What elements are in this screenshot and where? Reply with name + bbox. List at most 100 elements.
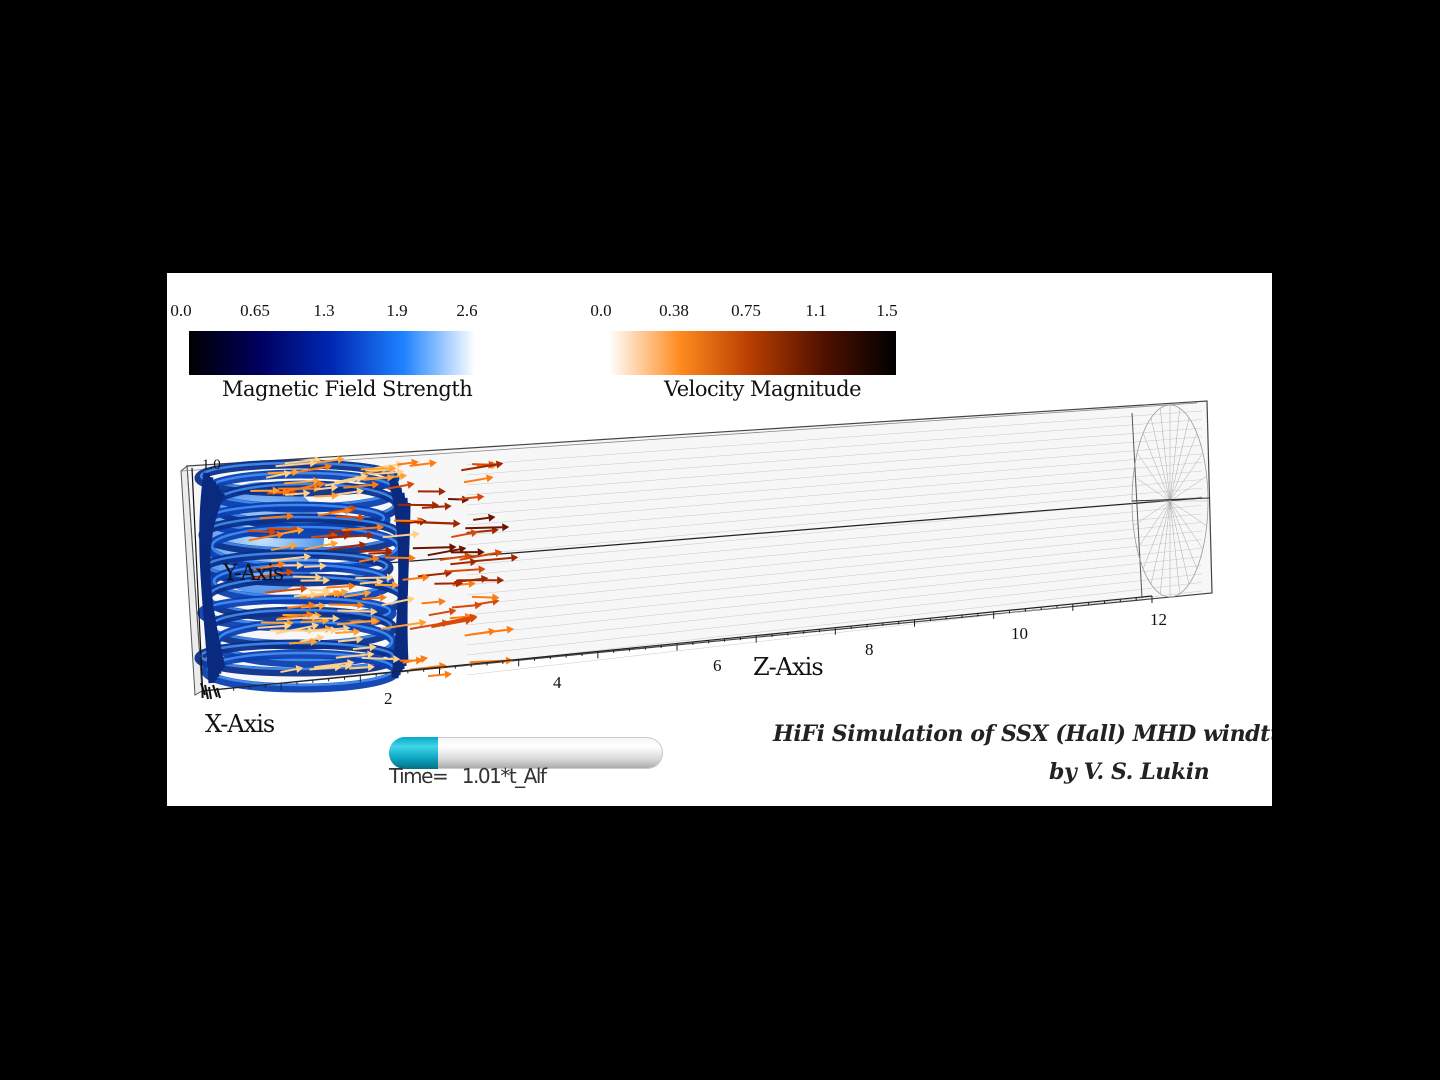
velocity-arrow-head <box>306 610 314 619</box>
velocity-arrow-shaft <box>474 556 512 563</box>
velocity-arrow-head <box>318 601 327 610</box>
velocity-arrow-head <box>511 553 519 562</box>
velocity-arrow-shaft <box>465 526 503 530</box>
velocity-arrow-shaft <box>337 638 357 643</box>
cap-spoke <box>1136 452 1171 502</box>
velocity-arrow-head <box>468 579 476 588</box>
velocity-arrow-shaft <box>355 576 388 580</box>
velocity-arrow-shaft <box>328 603 358 607</box>
velocity-arrow-shaft <box>359 549 386 553</box>
velocity-arrow-head <box>438 597 446 606</box>
velocity-arrow-shaft <box>412 546 450 550</box>
velocity-arrow-shaft <box>385 556 409 560</box>
velocity-arrow-shaft <box>463 477 487 484</box>
magnetic-tick: 1.9 <box>386 301 408 320</box>
velocity-tick: 1.5 <box>876 301 898 320</box>
velocity-arrow-head <box>359 541 367 550</box>
velocity-arrow-shaft <box>259 515 287 520</box>
velocity-arrow-shaft <box>335 653 368 659</box>
cap-spoke <box>1142 500 1171 569</box>
domain-box <box>180 400 1213 696</box>
velocity-arrow-shaft <box>337 609 371 613</box>
velocity-arrow-head <box>367 663 376 672</box>
velocity-arrow-shaft <box>472 595 493 599</box>
cap-spoke <box>1169 500 1207 527</box>
z-axis-tick: 12 <box>1150 610 1167 629</box>
velocity-arrow-head <box>303 489 311 498</box>
velocity-arrow-shaft <box>449 615 466 620</box>
velocity-arrow-shaft <box>299 637 319 643</box>
velocity-arrow-head <box>341 588 349 597</box>
velocity-arrow-head <box>444 670 452 679</box>
velocity-arrow-head <box>389 464 397 473</box>
x-axis-label: X-Axis <box>205 710 275 738</box>
velocity-arrow-head <box>494 549 503 558</box>
velocity-arrow-shaft <box>428 610 450 617</box>
velocity-arrow-head <box>393 655 401 664</box>
velocity-arrow-head <box>308 601 316 610</box>
velocity-arrow-shaft <box>352 646 370 651</box>
z-axis-tick: 6 <box>713 656 722 675</box>
velocity-arrow-head <box>386 573 395 582</box>
velocity-arrow-shaft <box>260 621 287 624</box>
velocity-arrow-shaft <box>303 565 320 568</box>
mesh-line <box>466 462 1203 526</box>
velocity-arrow-head <box>353 627 361 636</box>
velocity-arrow-head <box>309 459 318 468</box>
velocity-arrow-head <box>372 555 380 563</box>
velocity-arrow-head <box>322 589 331 598</box>
velocity-arrow-shaft <box>336 620 372 626</box>
magnetic-colorbar-title: Magnetic Field Strength <box>222 377 473 401</box>
velocity-arrow-head <box>276 531 285 539</box>
velocity-arrow-head <box>412 530 420 539</box>
velocity-arrow-head <box>422 573 430 582</box>
velocity-arrow-shaft <box>368 551 386 555</box>
velocity-arrow-head <box>296 526 305 535</box>
velocity-arrow-head <box>332 614 340 623</box>
velocity-arrow-head <box>474 601 483 610</box>
mesh-line <box>466 487 1203 556</box>
velocity-arrow-shaft <box>428 673 446 678</box>
velocity-arrow-head <box>419 619 427 627</box>
velocity-arrow-head <box>486 474 494 483</box>
velocity-arrow-head <box>295 665 304 673</box>
velocity-arrow-shaft <box>473 516 489 521</box>
velocity-arrow-head <box>319 562 327 571</box>
velocity-arrow-head <box>337 455 345 464</box>
mesh-line <box>466 547 1203 626</box>
velocity-arrow-head <box>477 548 485 557</box>
velocity-arrow-shaft <box>409 622 443 630</box>
mesh-line <box>466 470 1203 536</box>
mesh-line <box>466 410 1203 466</box>
z-axis-label: Z-Axis <box>753 653 824 681</box>
cap-spoke <box>1136 500 1171 550</box>
velocity-arrow-shaft <box>343 592 365 598</box>
velocity-arrow-shaft <box>336 515 359 519</box>
velocity-arrow-head <box>317 634 325 643</box>
velocity-arrow-head <box>300 584 308 593</box>
velocity-arrow-shaft <box>325 478 357 487</box>
velocity-arrow-shaft <box>360 467 390 471</box>
velocity-arrow-head <box>277 560 286 569</box>
velocity-arrow-head <box>334 663 342 672</box>
velocity-arrow-shaft <box>450 561 471 566</box>
velocity-arrow-shaft <box>277 613 307 620</box>
render-scene <box>180 400 1213 700</box>
velocity-arrow-shaft <box>284 480 314 485</box>
velocity-arrow-head <box>420 655 428 664</box>
velocity-arrow-shaft <box>361 656 394 661</box>
mesh-line <box>466 513 1203 586</box>
velocity-arrow-shaft <box>300 619 323 624</box>
velocity-arrow-shaft <box>362 596 381 601</box>
velocity-arrow-head <box>387 473 395 482</box>
field-strand <box>203 491 226 669</box>
velocity-arrow-head <box>284 622 292 631</box>
velocity-arrow-shaft <box>333 490 358 496</box>
velocity-arrow-head <box>399 472 408 481</box>
velocity-arrow-head <box>495 460 504 469</box>
velocity-arrow-head <box>441 619 450 628</box>
velocity-arrow-shaft <box>270 545 291 552</box>
caption-author: by V. S. Lukin <box>1049 759 1210 785</box>
velocity-arrow-head <box>272 486 280 495</box>
velocity-arrow-head <box>392 580 400 589</box>
